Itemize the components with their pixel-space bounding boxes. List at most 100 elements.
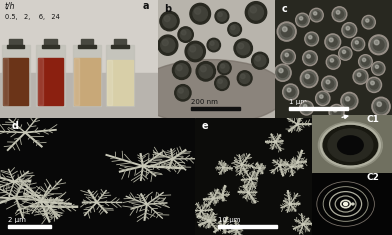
Circle shape bbox=[207, 38, 220, 52]
Circle shape bbox=[303, 105, 307, 108]
Circle shape bbox=[245, 2, 267, 23]
Circle shape bbox=[346, 26, 350, 30]
Circle shape bbox=[362, 16, 375, 29]
Bar bbox=[42, 45, 59, 48]
Circle shape bbox=[329, 104, 344, 120]
Circle shape bbox=[318, 122, 383, 168]
Circle shape bbox=[300, 70, 318, 88]
Circle shape bbox=[220, 63, 229, 73]
Circle shape bbox=[304, 74, 314, 84]
Bar bbox=[44, 39, 57, 46]
Circle shape bbox=[354, 70, 367, 83]
Circle shape bbox=[319, 95, 323, 98]
Circle shape bbox=[249, 5, 263, 20]
Bar bbox=[0, 73, 158, 118]
Bar bbox=[106, 45, 134, 106]
Circle shape bbox=[221, 64, 225, 68]
Circle shape bbox=[181, 30, 186, 35]
Bar bbox=[2, 45, 30, 106]
Circle shape bbox=[339, 47, 352, 60]
Circle shape bbox=[307, 55, 310, 58]
Circle shape bbox=[338, 136, 363, 154]
Circle shape bbox=[306, 54, 314, 62]
Circle shape bbox=[178, 88, 183, 93]
Circle shape bbox=[330, 106, 343, 118]
Circle shape bbox=[175, 64, 188, 77]
Circle shape bbox=[313, 11, 320, 19]
Bar bbox=[8, 225, 51, 228]
Circle shape bbox=[256, 56, 260, 61]
Bar bbox=[191, 107, 240, 110]
Circle shape bbox=[250, 7, 256, 13]
Bar bbox=[9, 39, 22, 46]
Circle shape bbox=[177, 65, 182, 71]
Circle shape bbox=[276, 66, 289, 80]
Circle shape bbox=[285, 53, 289, 57]
Bar bbox=[218, 225, 277, 228]
Circle shape bbox=[190, 46, 196, 52]
Circle shape bbox=[326, 55, 340, 69]
Circle shape bbox=[367, 77, 381, 92]
Circle shape bbox=[356, 72, 365, 81]
Text: 10 μm: 10 μm bbox=[218, 217, 241, 223]
Circle shape bbox=[323, 78, 336, 90]
Text: d: d bbox=[12, 121, 19, 130]
Circle shape bbox=[306, 33, 317, 44]
Circle shape bbox=[188, 44, 202, 59]
Circle shape bbox=[217, 78, 227, 88]
Circle shape bbox=[299, 16, 306, 24]
Circle shape bbox=[194, 8, 201, 14]
Circle shape bbox=[218, 12, 222, 17]
Bar bbox=[78, 45, 96, 48]
Circle shape bbox=[329, 38, 333, 42]
Ellipse shape bbox=[134, 60, 287, 125]
Circle shape bbox=[343, 94, 356, 108]
Bar bbox=[74, 58, 100, 105]
Circle shape bbox=[374, 40, 379, 45]
Circle shape bbox=[360, 56, 371, 67]
Circle shape bbox=[342, 50, 346, 54]
Circle shape bbox=[305, 32, 318, 46]
Circle shape bbox=[325, 80, 334, 88]
Circle shape bbox=[377, 102, 381, 106]
Circle shape bbox=[196, 62, 216, 81]
Circle shape bbox=[218, 61, 231, 75]
Bar bbox=[107, 60, 133, 105]
Bar bbox=[38, 58, 43, 105]
Circle shape bbox=[254, 55, 266, 67]
Circle shape bbox=[279, 24, 294, 39]
Circle shape bbox=[363, 17, 374, 27]
Text: 1 μm: 1 μm bbox=[289, 99, 307, 105]
Circle shape bbox=[345, 26, 353, 34]
Bar bbox=[3, 58, 29, 105]
Circle shape bbox=[230, 25, 240, 34]
Circle shape bbox=[200, 66, 206, 72]
Circle shape bbox=[210, 41, 214, 45]
Circle shape bbox=[326, 80, 330, 84]
Bar bbox=[289, 107, 348, 110]
Circle shape bbox=[274, 64, 291, 81]
Circle shape bbox=[365, 19, 372, 26]
Circle shape bbox=[284, 86, 297, 98]
Text: c: c bbox=[282, 4, 288, 14]
Circle shape bbox=[303, 51, 318, 66]
Text: t/h: t/h bbox=[5, 1, 15, 10]
Bar bbox=[114, 39, 126, 46]
Circle shape bbox=[215, 76, 229, 90]
Circle shape bbox=[375, 65, 382, 72]
Circle shape bbox=[161, 38, 175, 52]
Circle shape bbox=[373, 63, 384, 74]
Circle shape bbox=[372, 62, 385, 75]
Circle shape bbox=[305, 74, 310, 79]
Circle shape bbox=[325, 34, 341, 50]
Circle shape bbox=[237, 71, 252, 86]
Circle shape bbox=[281, 49, 295, 64]
Circle shape bbox=[228, 23, 241, 36]
Bar bbox=[3, 58, 8, 105]
Text: 200 nm: 200 nm bbox=[191, 99, 218, 105]
Circle shape bbox=[175, 85, 191, 101]
Circle shape bbox=[319, 94, 327, 102]
Circle shape bbox=[371, 37, 387, 53]
Circle shape bbox=[328, 38, 337, 46]
Circle shape bbox=[252, 52, 269, 69]
